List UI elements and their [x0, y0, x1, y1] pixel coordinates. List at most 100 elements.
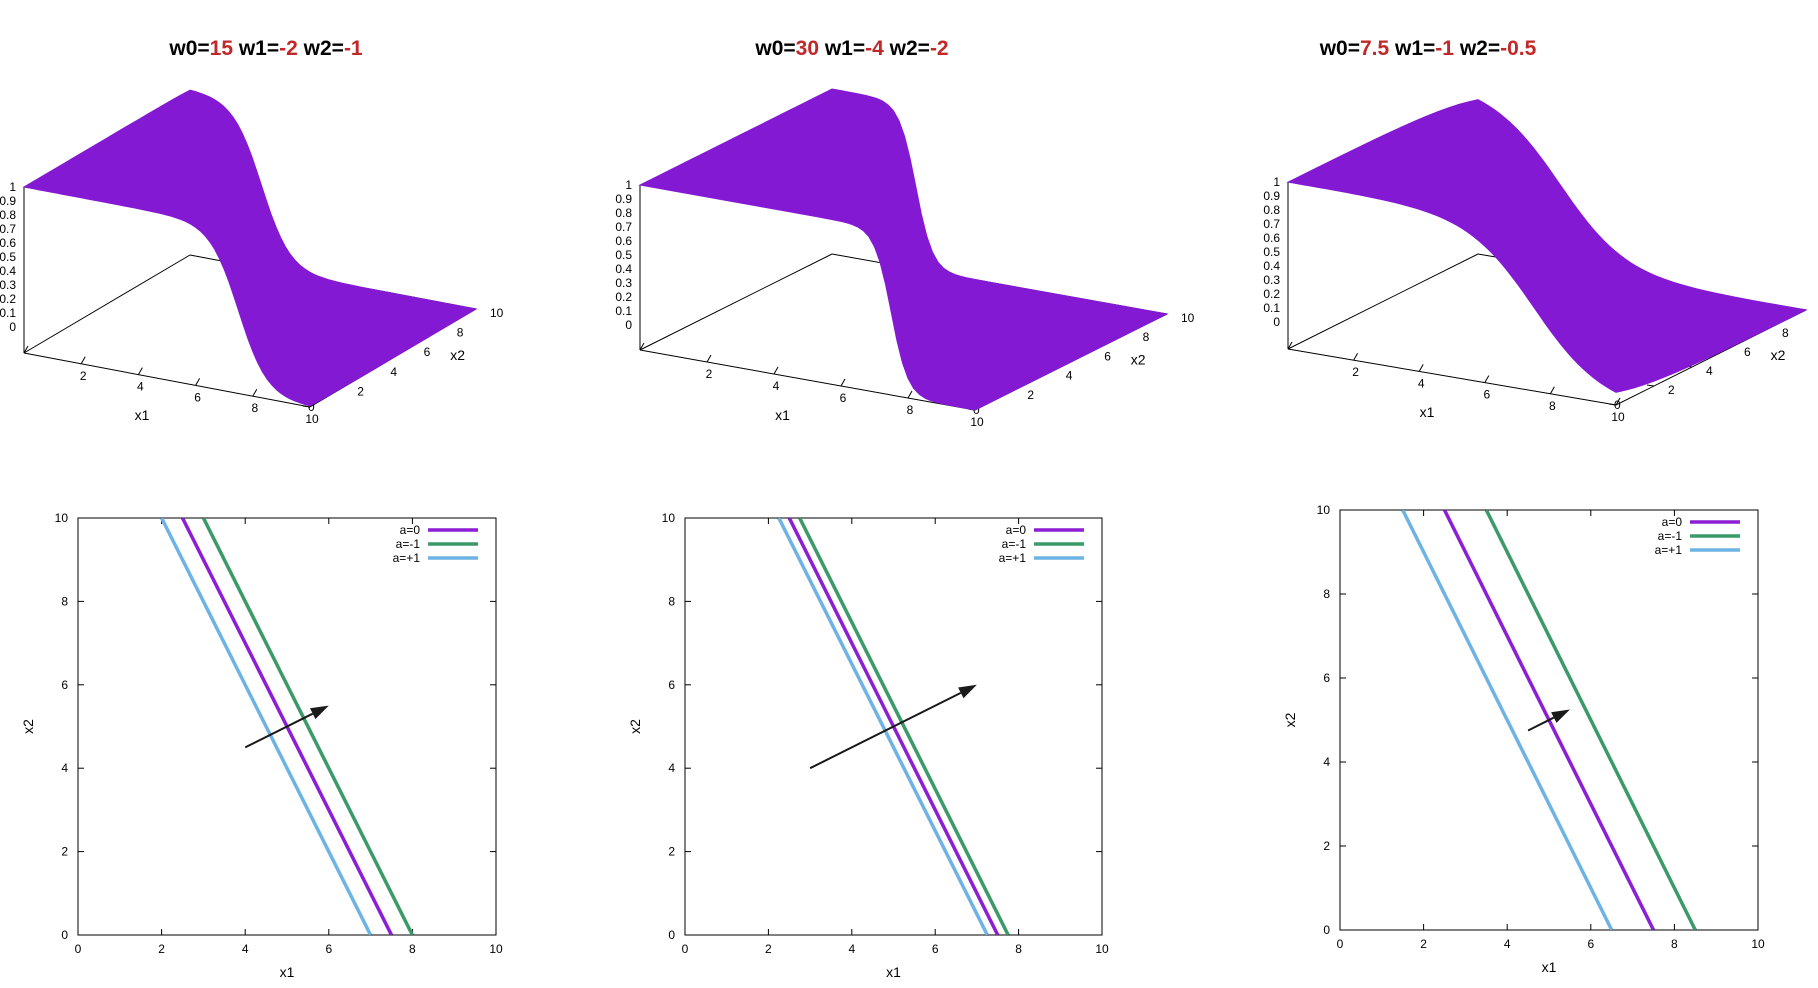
z-tick-label: 0.9 [1263, 189, 1280, 203]
x-tick-label: 2 [158, 942, 165, 956]
title-value: -1 [344, 37, 363, 60]
x2-tick-label: 4 [1066, 369, 1073, 383]
x1-tick-label: 6 [1483, 388, 1490, 402]
back-edge-line [23, 254, 191, 354]
z-tick-label: 0.6 [0, 236, 16, 250]
x1-tick [23, 345, 29, 354]
x1-tick-label: 10 [970, 415, 984, 429]
x-tick-label: 0 [75, 942, 82, 956]
title-value: -4 [865, 37, 884, 60]
title-label: w0= [168, 37, 209, 60]
z-tick-label: 0.1 [615, 304, 632, 318]
x1-tick-label: 6 [194, 390, 201, 404]
y-tick-label: 10 [662, 511, 676, 525]
x1-tick [1353, 352, 1359, 361]
x-tick-label: 8 [1671, 937, 1678, 951]
sigmoid-surface [22, 89, 478, 407]
x1-tick-label: 10 [305, 412, 319, 426]
z-tick-label: 0.4 [0, 264, 16, 278]
series-line [798, 518, 1010, 935]
series-line [777, 518, 989, 935]
x2-tick-label: 0 [1614, 398, 1621, 412]
x2-tick-label: 0 [308, 400, 315, 414]
x2-tick-label: 6 [1744, 345, 1751, 359]
sigmoid-surface [1286, 99, 1808, 393]
surface-panel-3: w0=7.5 w1=-1 w2=-0.5246810024681000.10.2… [1263, 37, 1808, 424]
z-tick-label: 0.2 [0, 292, 16, 306]
x2-tick-label: 8 [457, 326, 464, 340]
x1-tick-label: 2 [1352, 365, 1359, 379]
y-tick-label: 4 [61, 761, 68, 775]
y-tick-label: 2 [668, 845, 675, 859]
legend-label: a=+1 [393, 551, 421, 565]
surface-panel-1: w0=15 w1=-2 w2=-1246810024681000.10.20.3… [0, 37, 504, 426]
x2-axis-label: x2 [1131, 351, 1146, 367]
z-tick-label: 0.3 [0, 278, 16, 292]
title-value: -0.5 [1500, 37, 1537, 60]
title-label: w1= [1389, 37, 1435, 60]
x1-tick [1615, 397, 1621, 406]
z-tick-label: 1 [1273, 175, 1280, 189]
normal-vector-arrow [809, 691, 962, 770]
x1-tick [840, 378, 846, 387]
back-edge-line [639, 253, 833, 351]
z-tick-label: 0.6 [615, 234, 632, 248]
legend-label: a=-1 [396, 537, 421, 551]
x2-tick-label: 0 [973, 403, 980, 417]
x1-tick-label: 8 [1549, 399, 1556, 413]
x1-tick [137, 367, 143, 375]
series-line [160, 518, 373, 935]
z-tick-label: 0.5 [0, 250, 16, 264]
y-tick-label: 0 [1323, 923, 1330, 937]
y-tick-label: 8 [668, 594, 675, 608]
title-label: w0= [754, 37, 795, 60]
plot-frame [1339, 509, 1759, 931]
x1-tick-label: 4 [1418, 376, 1425, 390]
x2-tick-label: 6 [1104, 349, 1111, 363]
y-tick-label: 2 [1323, 839, 1330, 853]
chart-title: w0=30 w1=-4 w2=-2 [754, 37, 948, 60]
z-tick-label: 0.7 [1263, 217, 1280, 231]
x-tick-label: 6 [325, 942, 332, 956]
x1-tick [1484, 375, 1490, 383]
x2-tick-label: 8 [1782, 326, 1789, 340]
y-tick-label: 0 [61, 928, 68, 942]
z-tick-label: 0.1 [1263, 301, 1280, 315]
y-tick-label: 6 [1323, 671, 1330, 685]
z-tick-label: 0.5 [1263, 245, 1280, 259]
y-axis-label: x2 [1282, 712, 1298, 727]
z-tick-label: 0.7 [0, 222, 16, 236]
x1-tick-label: 6 [840, 391, 847, 405]
x2-tick-label: 8 [1143, 330, 1150, 344]
x1-tick-label: 8 [251, 401, 258, 415]
z-tick-label: 0.7 [615, 220, 632, 234]
y-tick-label: 6 [61, 678, 68, 692]
z-tick-label: 0.1 [0, 306, 16, 320]
z-tick-label: 0.3 [615, 276, 632, 290]
x2-tick-label: 2 [357, 384, 364, 398]
x-tick-label: 2 [1420, 937, 1427, 951]
series-line [201, 518, 414, 935]
z-tick-label: 0.9 [615, 192, 632, 206]
sigmoid-surface [638, 88, 1169, 411]
surface-panel-2: w0=30 w1=-4 w2=-2246810024681000.10.20.3… [615, 37, 1194, 429]
x2-tick-label: 4 [1706, 364, 1713, 378]
x2-tick-label: 10 [1181, 311, 1195, 325]
x-tick-label: 4 [848, 942, 855, 956]
x1-tick [1549, 386, 1555, 395]
y-tick-label: 8 [61, 594, 68, 608]
legend-label: a=+1 [1655, 543, 1683, 557]
x-tick-label: 4 [1504, 937, 1511, 951]
x1-axis-line [1287, 348, 1617, 406]
title-value: 30 [796, 37, 819, 60]
normal-vector-arrow [1527, 716, 1555, 732]
y-tick-label: 6 [668, 678, 675, 692]
title-value: -2 [279, 37, 298, 60]
title-label: w1= [233, 37, 279, 60]
y-tick-label: 0 [668, 928, 675, 942]
x-tick-label: 6 [1587, 937, 1594, 951]
y-tick-label: 8 [1323, 587, 1330, 601]
z-tick-label: 0.9 [0, 194, 16, 208]
x-tick-label: 10 [1751, 937, 1765, 951]
x-tick-label: 0 [1337, 937, 1344, 951]
